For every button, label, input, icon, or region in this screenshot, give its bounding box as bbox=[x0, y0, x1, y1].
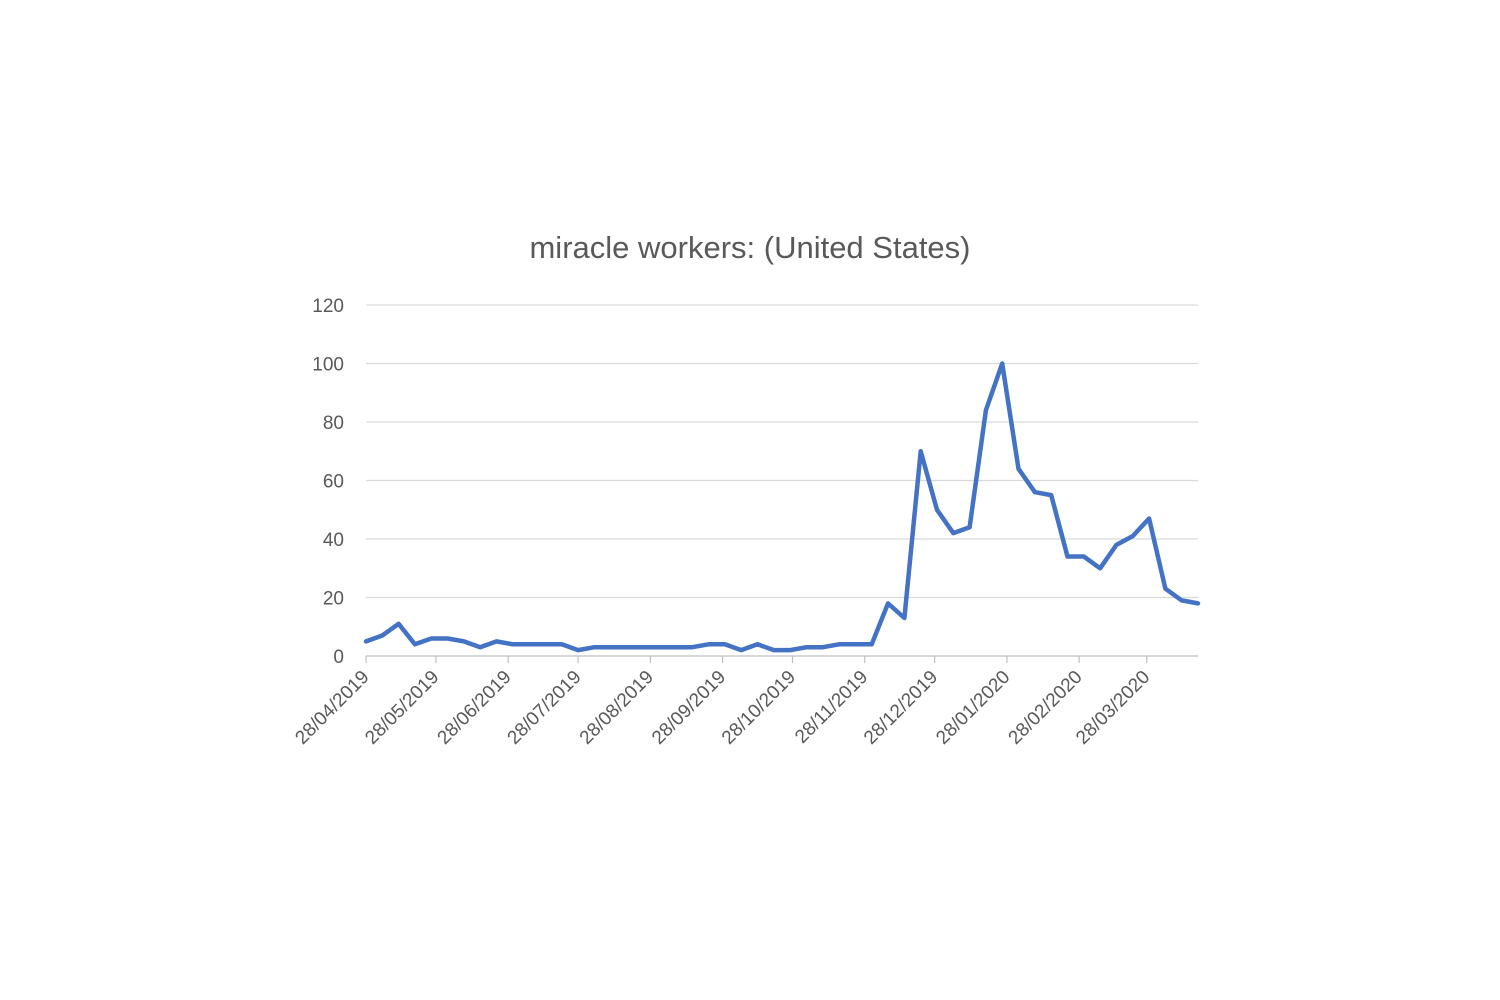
chart-title: miracle workers: (United States) bbox=[529, 230, 970, 265]
x-tick-label: 28/03/2020 bbox=[1072, 667, 1154, 749]
x-tick-label: 28/01/2020 bbox=[932, 667, 1014, 749]
x-tick-label: 28/10/2019 bbox=[718, 667, 800, 749]
x-tick-label: 28/09/2019 bbox=[648, 667, 730, 749]
y-tick-label: 40 bbox=[323, 530, 344, 551]
x-axis-tick-labels: 28/04/201928/05/201928/06/201928/07/2019… bbox=[291, 667, 1154, 749]
y-tick-label: 60 bbox=[323, 472, 344, 493]
y-axis-tick-labels: 0 20 40 60 80 100 120 bbox=[312, 296, 344, 668]
gridlines bbox=[366, 304, 1198, 599]
series-layer bbox=[363, 361, 1201, 653]
x-tick-label: 28/04/2019 bbox=[291, 667, 373, 749]
series-line bbox=[363, 361, 1201, 653]
x-tick-label: 28/11/2019 bbox=[791, 667, 872, 748]
y-tick-label: 0 bbox=[333, 647, 344, 668]
x-tick-label: 28/05/2019 bbox=[361, 667, 443, 749]
y-tick-label: 80 bbox=[323, 413, 344, 434]
x-tick-label: 28/12/2019 bbox=[860, 667, 942, 749]
y-tick-label: 120 bbox=[312, 296, 344, 317]
y-tick-label: 100 bbox=[312, 355, 344, 376]
x-axis bbox=[365, 655, 1198, 663]
y-tick-label: 20 bbox=[323, 589, 344, 610]
x-tick-label: 28/06/2019 bbox=[434, 667, 516, 749]
x-tick-label: 28/08/2019 bbox=[576, 667, 658, 749]
x-tick-label: 28/07/2019 bbox=[504, 667, 586, 749]
